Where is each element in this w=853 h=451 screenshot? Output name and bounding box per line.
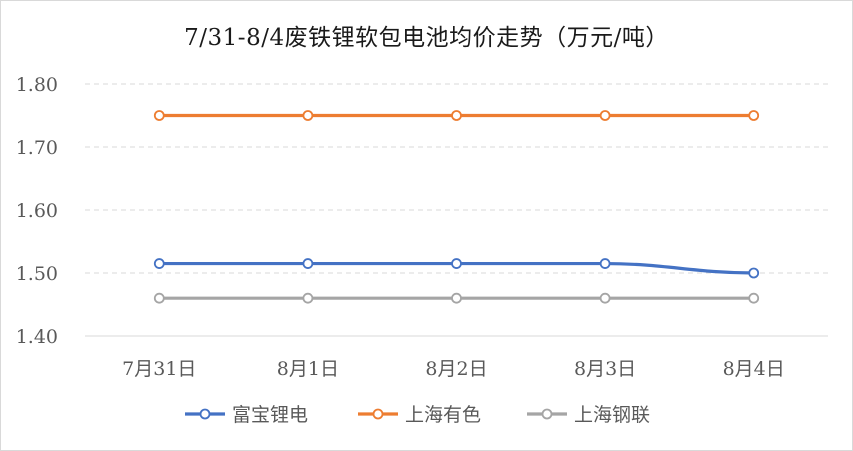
data-point [153,110,165,121]
data-point [153,258,165,269]
data-point [599,292,611,304]
y-tick-label: 1.60 [16,200,58,222]
x-tick-label: 8月2日 [425,358,487,380]
x-tick-label: 8月4日 [723,358,785,380]
x-tick-label: 8月1日 [277,358,339,380]
data-point [451,292,462,304]
legend-label: 富宝锂电 [232,404,308,426]
y-tick-label: 1.80 [16,74,58,96]
y-tick-label: 1.40 [16,326,58,348]
x-tick-label: 8月3日 [574,358,636,380]
legend-marker [541,408,553,420]
data-point [748,267,760,279]
y-tick-label: 1.50 [16,263,58,285]
y-tick-label: 1.70 [16,137,58,159]
data-point [599,110,611,121]
legend-label: 上海有色 [405,404,481,426]
data-point [302,292,314,304]
chart-title: 7/31-8/4废铁锂软包电池均价走势（万元/吨） [184,25,669,51]
data-point [451,258,462,269]
data-point [748,110,760,121]
data-point [748,292,760,304]
legend-label: 上海钢联 [574,404,650,426]
data-point [302,258,314,269]
data-point [153,292,165,304]
x-tick-label: 7月31日 [122,358,196,380]
legend-marker [199,408,211,420]
data-point [302,110,314,121]
data-point [451,110,462,121]
legend-marker [372,408,384,420]
data-point [599,258,611,269]
